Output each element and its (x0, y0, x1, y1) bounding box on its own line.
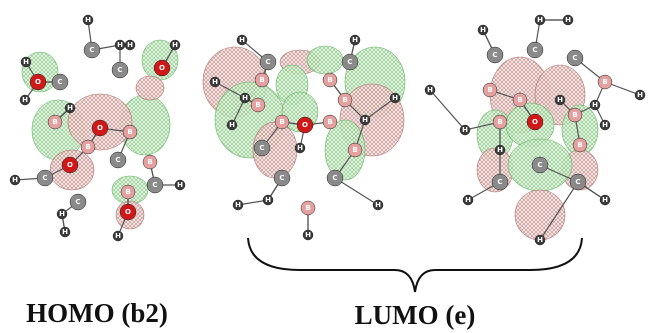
orbital-lobe (307, 46, 343, 74)
orbital-lobe (136, 76, 164, 100)
atom-label: H (565, 16, 571, 24)
atom-label: H (212, 78, 218, 86)
bond (430, 90, 465, 130)
atom-label: B (517, 96, 522, 104)
atom-label: H (172, 41, 178, 49)
atom-label: C (89, 46, 94, 54)
atom-label: H (537, 16, 543, 24)
atom-label: O (159, 64, 165, 72)
atom-label: H (637, 91, 643, 99)
atom-label: B (125, 188, 130, 196)
atom-label: H (375, 201, 381, 209)
atom-label: B (577, 141, 582, 149)
atom-label: H (352, 36, 358, 44)
atom-label: C (259, 144, 264, 152)
orbital-lobe (515, 190, 565, 240)
atom-label: H (265, 196, 271, 204)
atom-label: O (67, 161, 73, 169)
atom-label: H (22, 96, 28, 104)
atom-label: H (480, 26, 486, 34)
atom-label: B (572, 111, 577, 119)
atom-label: B (52, 118, 57, 126)
atom-label: C (279, 174, 284, 182)
atom-label: B (327, 118, 332, 126)
atom-label: B (85, 143, 90, 151)
atom-label: C (347, 58, 352, 66)
atom-label: B (255, 101, 260, 109)
atom-label: H (235, 201, 241, 209)
atom-label: C (75, 198, 80, 206)
atom-label: H (117, 41, 123, 49)
atom-label: H (465, 196, 471, 204)
atom-label: C (42, 174, 47, 182)
atom-label: C (492, 51, 497, 59)
atom-label: H (602, 121, 608, 129)
atom-label: O (125, 208, 131, 216)
atom-label: B (279, 118, 284, 126)
atom-label: B (352, 146, 357, 154)
atom-label: B (327, 76, 332, 84)
atom-label: H (537, 236, 543, 244)
atom-label: C (115, 156, 120, 164)
atom-label: C (575, 178, 580, 186)
atom-label: H (362, 116, 368, 124)
atom-label: H (67, 104, 73, 112)
atom-label: C (332, 174, 337, 182)
figure: H C H H C C O H O H H B O B H B O C H C B C H B C O H H H H H C C B B H H B B H… (0, 0, 649, 333)
atom-label: H (59, 210, 65, 218)
atom-label: H (62, 228, 68, 236)
atom-label: B (259, 76, 264, 84)
atom-label: C (532, 46, 537, 54)
atom-label: B (305, 204, 310, 212)
atom-label: H (462, 126, 468, 134)
panel-label: HOMO (b2) (26, 298, 168, 328)
atom-label: O (302, 121, 308, 129)
atom-label: H (427, 86, 433, 94)
atom-label: C (57, 78, 62, 86)
atom-label: H (115, 232, 121, 240)
atom-label: O (35, 78, 41, 86)
atom-label: B (602, 78, 607, 86)
brace (248, 238, 582, 292)
atom-label: H (23, 58, 29, 66)
atom-label: B (127, 128, 132, 136)
atom-label: C (497, 178, 502, 186)
atom-label: H (85, 16, 91, 24)
atom-label: C (152, 181, 157, 189)
atom-label: H (592, 101, 598, 109)
atom-label: H (497, 146, 503, 154)
atom-label: C (572, 54, 577, 62)
atom-label: H (297, 144, 303, 152)
panel-label: LUMO (e) (355, 300, 476, 330)
atom-label: H (242, 94, 248, 102)
atom-label: H (12, 176, 18, 184)
atom-label: H (239, 36, 245, 44)
atom-label: C (537, 161, 542, 169)
atom-label: H (392, 94, 398, 102)
atom-label: B (147, 158, 152, 166)
atom-label: H (305, 231, 311, 239)
atom-label: H (229, 121, 235, 129)
atom-label: B (342, 96, 347, 104)
atom-label: O (97, 124, 103, 132)
atom-label: C (117, 66, 122, 74)
atom-label: H (557, 96, 563, 104)
atom-label: C (265, 58, 270, 66)
atom-label: B (487, 86, 492, 94)
atom-label: H (177, 181, 183, 189)
atom-label: H (127, 41, 133, 49)
atom-label: H (602, 196, 608, 204)
atom-label: B (497, 118, 502, 126)
atom-label: O (532, 118, 538, 126)
